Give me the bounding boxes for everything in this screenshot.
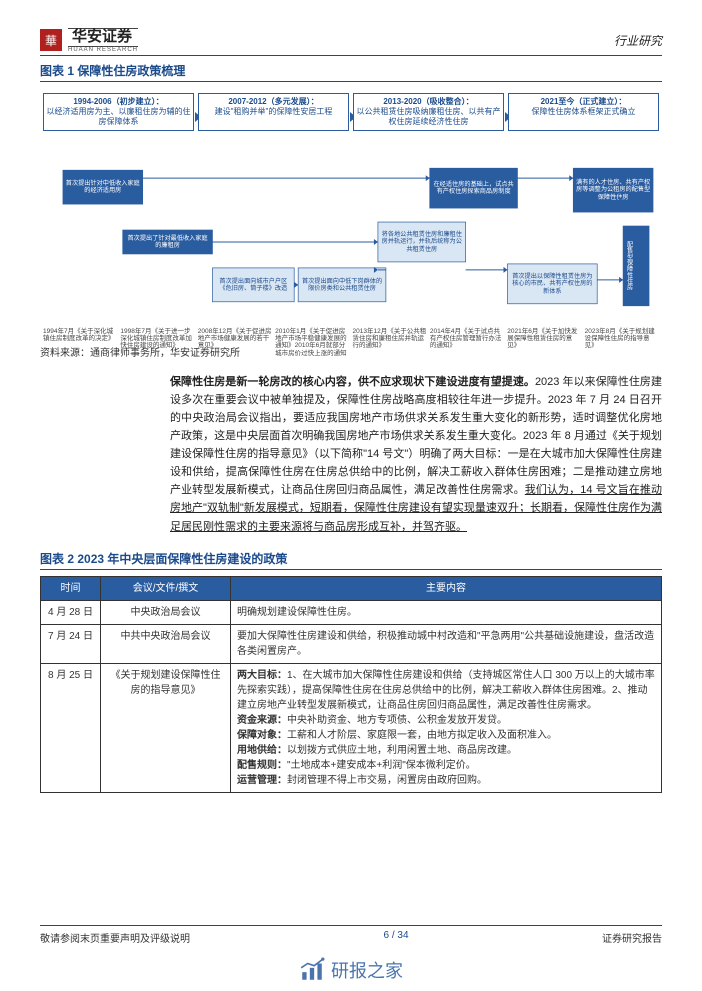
table-row: 8 月 25 日《关于规划建设保障性住房的指导意见》两大目标：1、在大城市加大保… [41,663,662,792]
policy-table: 时间会议/文件/撰文主要内容 4 月 28 日中央政治局会议明确规划建设保障性住… [40,576,662,793]
timeline-item: 2013年12月《关于公共租赁住房和廉租住房并轨运行的通知》 [353,328,427,358]
watermark-icon [299,957,325,983]
page-header: 華 华安证券 HUAAN RESEARCH 行业研究 [40,28,662,56]
table-cell: 7 月 24 日 [41,624,101,663]
main-paragraph: 保障性住房是新一轮房改的核心内容，供不应求现状下建设进度有望提速。2023 年以… [170,373,662,536]
footer-disclaimer: 敬请参阅末页重要声明及评级说明 [40,930,190,945]
phase-box: 2007-2012（多元发展）：建设"租购并举"的保障性安居工程 [198,93,349,131]
watermark-text: 研报之家 [331,957,403,983]
table-cell: 4 月 28 日 [41,600,101,624]
timeline-item: 2008年12月《关于促进房地产市场健康发展的若干意见》 [198,328,272,358]
brand-sub: HUAAN RESEARCH [68,47,138,53]
table-header: 时间 [41,576,101,600]
table-row: 4 月 28 日中央政治局会议明确规划建设保障性住房。 [41,600,662,624]
timeline-item: 1998年7月《关于进一步深化城镇住房制度改革加快住房建设的通知》 [120,328,194,358]
timeline-item: 2023年8月《关于规划建设保障性住房的指导意见》 [585,328,659,358]
paragraph-body: 2023 年以来保障性住房建设多次在重要会议中被单独提及，保障性住房战略高度相较… [170,376,662,497]
timeline-item: 2021年6月《关于加快发展保障性租赁住房的意见》 [507,328,581,358]
timeline-item: 1994年7月《关于深化城镇住房制度改革的决定》 [43,328,117,358]
logo-icon: 華 [40,29,62,51]
figure1-chart: 1994-2006（初步建立）：以经济适用房为主、以廉租住房为辅的住房保障体系2… [40,88,662,338]
page-footer: 敬请参阅末页重要声明及评级说明 6 / 34 证券研究报告 [40,925,662,945]
table-cell: 中央政治局会议 [101,600,231,624]
brand-block: 華 华安证券 HUAAN RESEARCH [40,28,138,53]
table-header: 会议/文件/撰文 [101,576,231,600]
footer-doc-type: 证券研究报告 [602,930,662,945]
doc-category: 行业研究 [614,32,662,49]
table-cell: 两大目标：1、在大城市加大保障性住房建设和供给（支持城区常住人口 300 万以上… [231,663,662,792]
brand-name: 华安证券 [68,28,138,47]
paragraph-lead: 保障性住房是新一轮房改的核心内容，供不应求现状下建设进度有望提速。 [170,376,535,388]
timeline-item: 2010年1月《关于促进房地产市场平稳健康发展的通知》2010年6月就部分城市房… [275,328,349,358]
page-number: 6 / 34 [383,930,408,945]
timeline-item: 2014年4月《关于试点共有产权住房管理暂行办法的通知》 [430,328,504,358]
table-header: 主要内容 [231,576,662,600]
phase-box: 1994-2006（初步建立）：以经济适用房为主、以廉租住房为辅的住房保障体系 [43,93,194,131]
timeline-labels: 1994年7月《关于深化城镇住房制度改革的决定》1998年7月《关于进一步深化城… [43,328,659,358]
phase-box: 2021至今（正式建立）：保障性住房体系框架正式确立 [508,93,659,131]
table-cell: 8 月 25 日 [41,663,101,792]
watermark: 研报之家 [299,957,403,983]
phase-box: 2013-2020（吸收整合）：以公共租赁住房吸纳廉租住房、以共有产权住房延续经… [353,93,504,131]
figure1-title: 图表 1 保障性住房政策梳理 [40,62,662,82]
table-cell: 中共中央政治局会议 [101,624,231,663]
table-row: 7 月 24 日中共中央政治局会议要加大保障性住房建设和供给，积极推动城中村改造… [41,624,662,663]
flowchart-svg: 首次提出针对中低收入家庭的经济适用房首次提出了针对最低收入家庭的廉租房首次提出面… [43,145,659,325]
figure2-title: 图表 2 2023 年中央层面保障性住房建设的政策 [40,550,662,570]
table-cell: 明确规划建设保障性住房。 [231,600,662,624]
table-cell: 《关于规划建设保障性住房的指导意见》 [101,663,231,792]
phase-header-row: 1994-2006（初步建立）：以经济适用房为主、以廉租住房为辅的住房保障体系2… [43,93,659,131]
table-cell: 要加大保障性住房建设和供给，积极推动城中村改造和"平急两用"公共基础设施建设，盘… [231,624,662,663]
